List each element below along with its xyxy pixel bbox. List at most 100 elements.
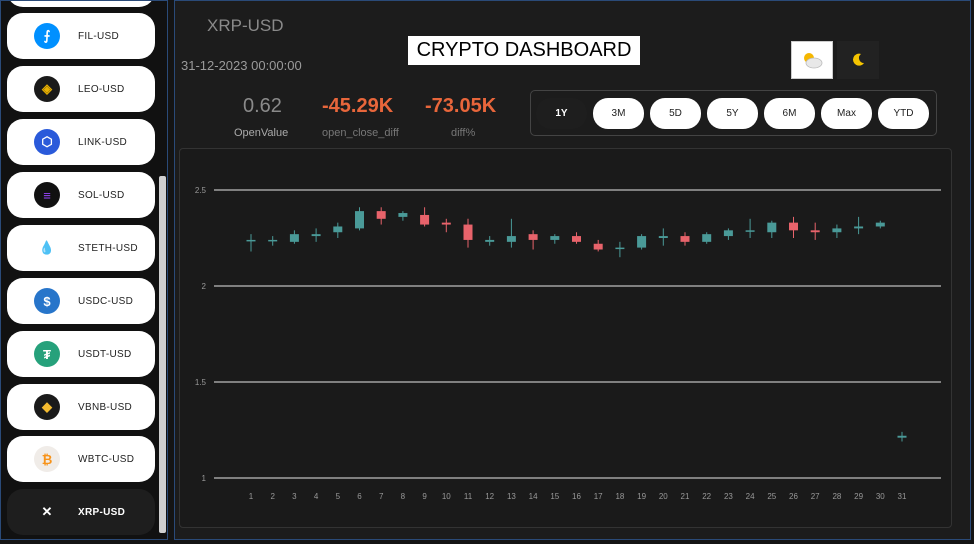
sidebar-item-vbnb-usd[interactable]: ◆ VBNB-USD — [7, 384, 155, 430]
candle[interactable] — [680, 232, 690, 246]
y-tick-label: 2.5 — [195, 186, 207, 195]
candle-body — [745, 230, 755, 232]
x-tick-label: 18 — [615, 492, 624, 501]
candle[interactable] — [615, 241, 625, 258]
candle-body — [658, 236, 668, 238]
candle[interactable] — [593, 239, 603, 252]
candle[interactable] — [463, 218, 473, 248]
dark-theme-button[interactable] — [837, 41, 879, 79]
candle[interactable] — [398, 211, 408, 221]
candle[interactable] — [723, 228, 733, 240]
candle-body — [637, 236, 647, 248]
sidebar-item-fil-usd[interactable]: ⨍ FIL-USD — [7, 13, 155, 59]
sidebar-scrollbar[interactable] — [159, 176, 166, 533]
candle-body — [550, 236, 560, 240]
candle[interactable] — [355, 207, 364, 231]
candle[interactable] — [420, 207, 430, 227]
candle[interactable] — [767, 220, 777, 238]
sidebar-item-usdc-usd[interactable]: $ USDC-USD — [7, 278, 155, 324]
range-button-5y[interactable]: 5Y — [707, 98, 758, 129]
candle-body — [723, 230, 733, 237]
x-tick-label: 15 — [550, 492, 559, 501]
light-theme-button[interactable] — [791, 41, 833, 79]
candle-body — [289, 234, 299, 242]
x-tick-label: 11 — [464, 492, 473, 501]
solana-icon: ≡ — [34, 182, 60, 208]
candle-body — [463, 224, 473, 240]
candle-body — [702, 234, 712, 242]
candle-body — [376, 211, 386, 219]
sidebar-item-usdt-usd[interactable]: ₮ USDT-USD — [7, 331, 155, 377]
sidebar-item-partial[interactable] — [7, 1, 155, 7]
x-tick-label: 7 — [379, 492, 384, 501]
candle[interactable] — [702, 232, 712, 244]
candle[interactable] — [376, 207, 386, 225]
candle[interactable] — [246, 234, 256, 252]
candle-body — [246, 239, 256, 242]
candle[interactable] — [745, 218, 755, 238]
open-value: 0.62 — [243, 95, 282, 117]
sidebar-item-label: WBTC-USD — [78, 453, 135, 465]
candle-body — [420, 214, 430, 225]
sun-cloud-icon — [804, 53, 823, 69]
range-button-3m[interactable]: 3M — [593, 98, 644, 129]
x-tick-label: 13 — [507, 492, 516, 501]
range-button-max[interactable]: Max — [821, 98, 872, 129]
x-tick-label: 17 — [594, 492, 603, 501]
candle-body — [311, 234, 321, 237]
sidebar-item-link-usd[interactable]: ⬡ LINK-USD — [7, 119, 155, 165]
pair-label: XRP-USD — [207, 16, 284, 35]
sidebar-item-steth-usd[interactable]: 💧 STETH-USD — [7, 225, 155, 271]
candle[interactable] — [528, 230, 538, 250]
x-tick-label: 27 — [811, 492, 820, 501]
candle[interactable] — [485, 236, 495, 246]
candle[interactable] — [810, 222, 820, 240]
sidebar-item-xrp-usd[interactable]: ✕ XRP-USD — [7, 489, 155, 535]
candle[interactable] — [789, 216, 798, 238]
x-tick-label: 24 — [746, 492, 755, 501]
x-tick-label: 20 — [659, 492, 668, 501]
y-tick-label: 1 — [202, 474, 207, 483]
x-tick-label: 26 — [789, 492, 798, 501]
candle[interactable] — [506, 218, 516, 248]
filecoin-icon: ⨍ — [34, 23, 60, 49]
candle[interactable] — [550, 234, 560, 244]
candle[interactable] — [289, 230, 299, 244]
range-button-ytd[interactable]: YTD — [878, 98, 929, 129]
candle[interactable] — [637, 234, 647, 250]
steth-icon: 💧 — [34, 235, 60, 261]
range-button-1y[interactable]: 1Y — [536, 98, 587, 129]
candle-body — [767, 222, 777, 233]
page-title: CRYPTO DASHBOARD — [408, 36, 640, 65]
candle-body — [593, 243, 603, 250]
candle[interactable] — [854, 216, 864, 235]
x-tick-label: 31 — [898, 492, 907, 501]
x-tick-label: 14 — [529, 492, 538, 501]
leo-icon: ◈ — [34, 76, 60, 102]
candle[interactable] — [311, 228, 321, 242]
candle[interactable] — [658, 228, 668, 246]
sidebar-item-label: LEO-USD — [78, 83, 125, 95]
candle[interactable] — [832, 224, 842, 238]
vbnb-icon: ◆ — [34, 394, 60, 420]
sidebar-item-wbtc-usd[interactable]: ₿ WBTC-USD — [7, 436, 155, 482]
candle[interactable] — [875, 220, 885, 229]
sidebar-item-leo-usd[interactable]: ◈ LEO-USD — [7, 66, 155, 112]
candle[interactable] — [572, 232, 581, 244]
x-tick-label: 2 — [270, 492, 275, 501]
sidebar-item-label: FIL-USD — [78, 30, 119, 42]
range-button-6m[interactable]: 6M — [764, 98, 815, 129]
diff-percent-label: diff% — [451, 127, 476, 139]
x-tick-label: 3 — [292, 492, 297, 501]
y-tick-label: 2 — [202, 282, 207, 291]
sidebar-item-sol-usd[interactable]: ≡ SOL-USD — [7, 172, 155, 218]
timestamp: 31-12-2023 00:00:00 — [181, 58, 302, 73]
x-tick-label: 8 — [401, 492, 406, 501]
candle[interactable] — [268, 236, 278, 246]
candle[interactable] — [441, 218, 451, 233]
x-tick-label: 28 — [832, 492, 841, 501]
range-button-5d[interactable]: 5D — [650, 98, 701, 129]
usdc-icon: $ — [34, 288, 60, 314]
candle[interactable] — [333, 222, 343, 238]
candle[interactable] — [897, 431, 907, 442]
